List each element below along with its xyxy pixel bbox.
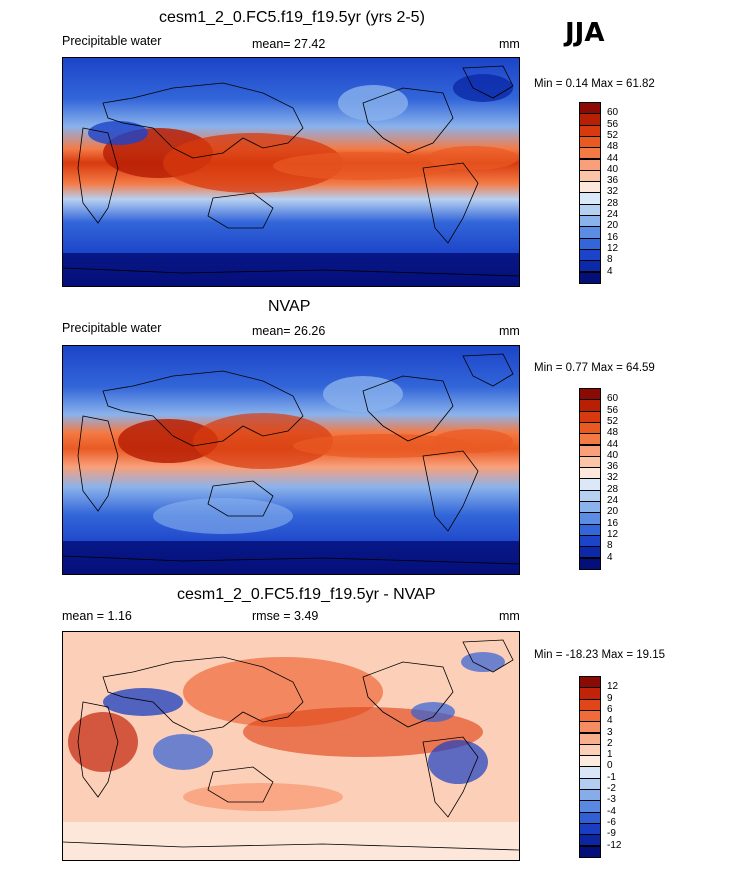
colorbar-swatch bbox=[579, 271, 601, 284]
colorbar-tick-label: 4 bbox=[607, 715, 613, 727]
panel1-colorbar bbox=[579, 102, 601, 284]
panel3-map-svg bbox=[63, 632, 519, 860]
colorbar-tick-label: 12 bbox=[607, 681, 619, 693]
colorbar-tick-label: 3 bbox=[607, 726, 613, 738]
colorbar-tick-label: 60 bbox=[607, 107, 619, 119]
panel2-map-svg bbox=[63, 346, 519, 574]
colorbar-swatch bbox=[579, 845, 601, 858]
colorbar-tick-label: -2 bbox=[607, 783, 616, 794]
panel1-mean-label: mean= 27.42 bbox=[252, 37, 326, 51]
colorbar-tick-label: 12 bbox=[607, 528, 619, 540]
colorbar-tick-label: -1 bbox=[607, 771, 616, 783]
colorbar-tick-label: 44 bbox=[607, 152, 619, 164]
colorbar-tick-label: 4 bbox=[607, 265, 613, 277]
panel3-map bbox=[62, 631, 520, 861]
panel3-coastlines bbox=[63, 639, 519, 851]
colorbar-tick-label: 16 bbox=[607, 517, 619, 529]
panel2-units: mm bbox=[499, 324, 520, 338]
colorbar-tick-label: 28 bbox=[607, 197, 619, 209]
colorbar-tick-label: 52 bbox=[607, 415, 619, 427]
colorbar-tick-label: 48 bbox=[607, 427, 619, 439]
colorbar-tick-label: 8 bbox=[607, 254, 613, 266]
colorbar-tick-label: 32 bbox=[607, 186, 619, 198]
panel2-coastlines bbox=[63, 353, 519, 565]
colorbar-tick-label: 40 bbox=[607, 449, 619, 461]
colorbar-tick-label: 44 bbox=[607, 438, 619, 450]
panel3-rmse-label: rmse = 3.49 bbox=[252, 609, 319, 623]
colorbar-tick-label: 60 bbox=[607, 393, 619, 405]
colorbar-tick-label: 40 bbox=[607, 163, 619, 175]
colorbar-tick-label: -9 bbox=[607, 828, 616, 840]
colorbar-tick-label: 56 bbox=[607, 118, 619, 130]
colorbar-swatch bbox=[579, 557, 601, 570]
colorbar-tick-label: 0 bbox=[607, 760, 613, 772]
colorbar-tick-label: 9 bbox=[607, 692, 613, 704]
colorbar-tick-label: 56 bbox=[607, 404, 619, 416]
panel1-title: cesm1_2_0.FC5.f19_f19.5yr (yrs 2-5) bbox=[159, 9, 425, 26]
panel3-mean-label: mean = 1.16 bbox=[62, 609, 132, 623]
colorbar-tick-label: 2 bbox=[607, 737, 613, 749]
panel1-map bbox=[62, 57, 520, 287]
colorbar-tick-label: -3 bbox=[607, 794, 616, 806]
colorbar-tick-label: 12 bbox=[607, 242, 619, 254]
colorbar-tick-label: 32 bbox=[607, 472, 619, 484]
panel1-map-svg bbox=[63, 58, 519, 286]
colorbar-tick-label: 6 bbox=[607, 703, 613, 715]
panel1-minmax: Min = 0.14 Max = 61.82 bbox=[534, 78, 655, 90]
colorbar-tick-label: 20 bbox=[607, 220, 619, 232]
panel3-minmax: Min = -18.23 Max = 19.15 bbox=[534, 649, 666, 661]
panel3-colorbar bbox=[579, 676, 601, 858]
colorbar-tick-label: 36 bbox=[607, 175, 619, 187]
colorbar-tick-label: 1 bbox=[607, 749, 613, 761]
colorbar-tick-label: 52 bbox=[607, 129, 619, 141]
colorbar-tick-label: -12 bbox=[607, 839, 622, 851]
colorbar-tick-label: 28 bbox=[607, 483, 619, 495]
panel2-minmax: Min = 0.77 Max = 64.59 bbox=[534, 362, 655, 374]
colorbar-tick-label: 8 bbox=[607, 540, 613, 552]
panel2-title: NVAP bbox=[268, 298, 311, 315]
panel2-left-label: Precipitable water bbox=[62, 321, 162, 335]
panel1-coastlines bbox=[63, 65, 519, 277]
panel2-colorbar bbox=[579, 388, 601, 570]
colorbar-tick-label: 48 bbox=[607, 141, 619, 153]
colorbar-tick-label: -4 bbox=[607, 805, 616, 817]
colorbar-tick-label: 20 bbox=[607, 506, 619, 518]
panel2-mean-label: mean= 26.26 bbox=[252, 324, 326, 338]
colorbar-tick-label: 24 bbox=[607, 209, 619, 220]
colorbar-tick-label: 4 bbox=[607, 551, 613, 563]
colorbar-tick-label: 36 bbox=[607, 461, 619, 473]
panel3-units: mm bbox=[499, 609, 520, 623]
colorbar-tick-label: 16 bbox=[607, 231, 619, 243]
panel2-map bbox=[62, 345, 520, 575]
colorbar-tick-label: -6 bbox=[607, 816, 616, 828]
panel3-title: cesm1_2_0.FC5.f19_f19.5yr - NVAP bbox=[177, 586, 436, 603]
panel1-left-label: Precipitable water bbox=[62, 34, 162, 48]
colorbar-tick-label: 24 bbox=[607, 495, 619, 506]
season-label: JJA bbox=[565, 18, 605, 48]
panel1-units: mm bbox=[499, 37, 520, 51]
